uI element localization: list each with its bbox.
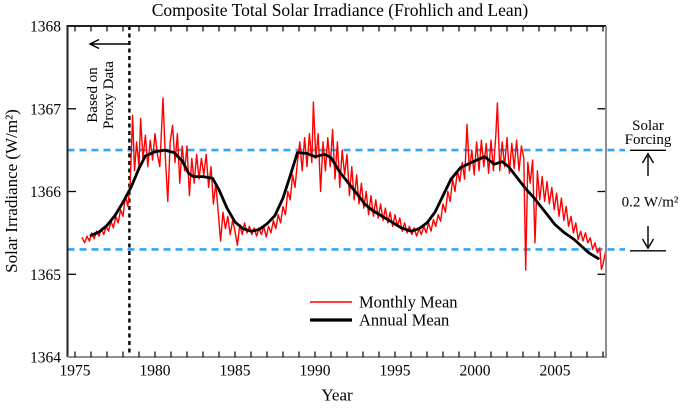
x-tick-label: 1985 — [220, 363, 251, 380]
proxy-left-arrow-icon — [88, 38, 129, 50]
y-tick-label: 1367 — [30, 101, 61, 118]
chart-title: Composite Total Solar Irradiance (Frohli… — [152, 0, 529, 20]
annual-mean-line — [89, 148, 600, 260]
axis-frame-top-left — [66, 25, 606, 357]
y-tick-label: 1365 — [30, 267, 61, 284]
legend: Monthly Mean Annual Mean — [310, 293, 458, 330]
plot-area: 1975 1980 1985 1990 1995 2000 2005 1364 1365 1366… — [30, 19, 625, 380]
y-tick-label: 1364 — [30, 350, 61, 367]
y-tick-label: 1366 — [30, 184, 61, 201]
x-tick-label: 1980 — [140, 363, 171, 380]
proxy-annotation-line2: Proxy Data — [101, 61, 117, 129]
x-tick-label: 2000 — [460, 363, 491, 380]
forcing-up-arrow-icon — [641, 152, 655, 176]
x-tick-label: 1990 — [300, 363, 331, 380]
monthly-mean-line — [81, 97, 607, 271]
x-axis-label: Year — [321, 386, 353, 405]
forcing-value-label: 0.2 W/m² — [622, 195, 679, 211]
y-tick-label: 1368 — [30, 19, 61, 36]
legend-annual-label: Annual Mean — [359, 311, 449, 330]
x-tick-label: 1975 — [60, 363, 91, 380]
x-tick-label: 2005 — [540, 363, 571, 380]
forcing-down-arrow-icon — [641, 226, 655, 250]
axis-frame-bottom-right — [67, 26, 607, 358]
y-axis-label: Solar Irradiance (W/m²) — [2, 109, 21, 273]
solar-forcing-label-line2: Forcing — [625, 132, 672, 148]
x-tick-label: 1995 — [380, 363, 411, 380]
legend-monthly-label: Monthly Mean — [359, 293, 458, 312]
solar-forcing-label-line1: Solar — [632, 118, 664, 134]
proxy-annotation-line1: Based on — [85, 67, 101, 123]
